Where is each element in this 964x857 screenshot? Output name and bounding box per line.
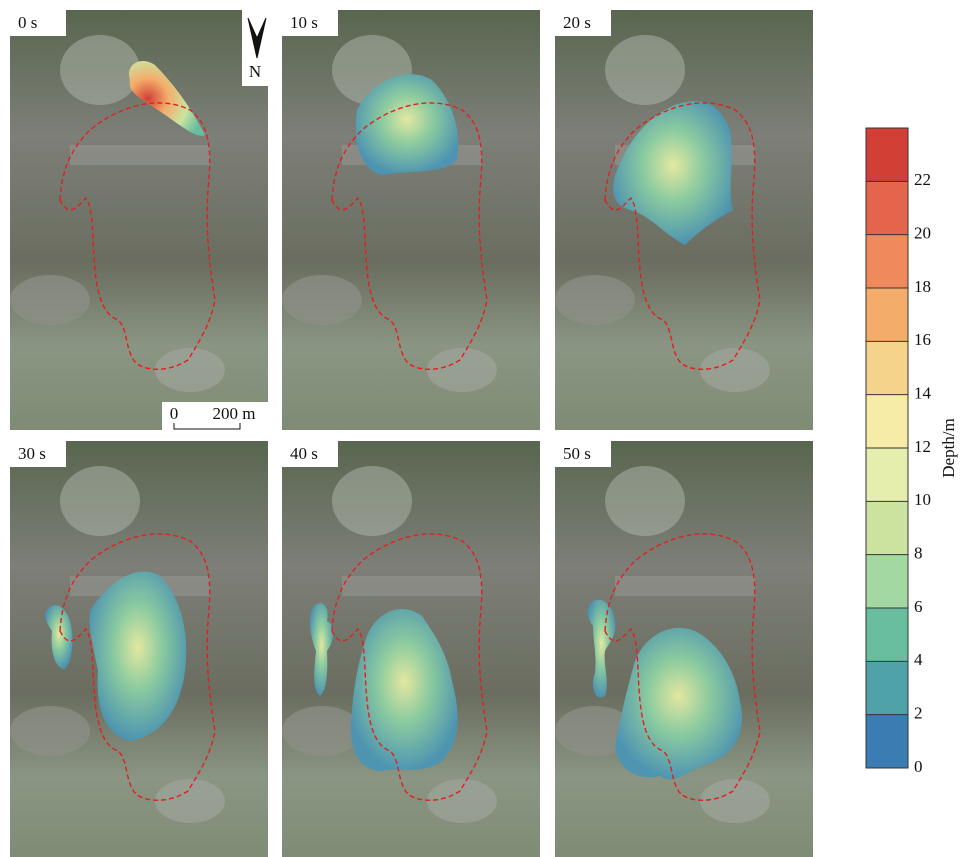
panel-label: 50 s bbox=[563, 444, 591, 463]
colorbar-segment bbox=[866, 235, 908, 288]
colorbar-tick-label: 18 bbox=[914, 277, 931, 296]
panel-label: 0 s bbox=[18, 13, 37, 32]
bright-strip bbox=[615, 576, 755, 596]
bright-strip bbox=[342, 576, 482, 596]
colorbar-segment bbox=[866, 555, 908, 608]
cloud bbox=[605, 466, 685, 536]
village bbox=[155, 779, 225, 823]
cloud bbox=[60, 466, 140, 536]
cloud bbox=[605, 35, 685, 105]
colorbar-tick-label: 2 bbox=[914, 704, 923, 723]
village bbox=[10, 706, 90, 756]
scale-start: 0 bbox=[170, 404, 179, 423]
map-panel: 20 s bbox=[555, 10, 813, 430]
colorbar-tick-label: 12 bbox=[914, 437, 931, 456]
colorbar-segment bbox=[866, 608, 908, 661]
village bbox=[427, 348, 497, 392]
colorbar-tick-label: 22 bbox=[914, 170, 931, 189]
scale-end: 200 m bbox=[213, 404, 256, 423]
colorbar-segment bbox=[866, 448, 908, 501]
cloud bbox=[332, 466, 412, 536]
colorbar-tick-label: 8 bbox=[914, 544, 923, 563]
colorbar-segment bbox=[866, 128, 908, 181]
village bbox=[282, 706, 362, 756]
village bbox=[427, 779, 497, 823]
map-panel: 10 s bbox=[282, 10, 540, 430]
colorbar-tick-label: 14 bbox=[914, 384, 932, 403]
colorbar-label: Depth/m bbox=[939, 418, 958, 478]
colorbar-tick-label: 20 bbox=[914, 224, 931, 243]
village bbox=[555, 275, 635, 325]
bright-strip bbox=[70, 145, 210, 165]
cloud bbox=[60, 35, 140, 105]
colorbar-segment bbox=[866, 501, 908, 554]
colorbar-segment bbox=[866, 715, 908, 768]
colorbar-tick-label: 10 bbox=[914, 490, 931, 509]
map-panel: 40 s bbox=[282, 441, 540, 857]
map-panel: 50 s bbox=[555, 441, 813, 857]
colorbar-tick-label: 16 bbox=[914, 330, 931, 349]
map-panel: 30 s bbox=[10, 441, 268, 857]
page: 0 s N 0 200 m 10 s 20 s 30 s 40 s 50 s 0 2 4 6 8 10 12 1… bbox=[0, 0, 964, 857]
colorbar-segment bbox=[866, 395, 908, 448]
figure: 0 s N 0 200 m 10 s 20 s 30 s 40 s 50 s 0 2 4 6 8 10 12 1… bbox=[0, 0, 964, 857]
village bbox=[700, 779, 770, 823]
colorbar-segment bbox=[866, 288, 908, 341]
colorbar-tick-label: 0 bbox=[914, 757, 923, 776]
village bbox=[10, 275, 90, 325]
village bbox=[155, 348, 225, 392]
colorbar-segment bbox=[866, 181, 908, 234]
panel-label: 40 s bbox=[290, 444, 318, 463]
panel-label: 10 s bbox=[290, 13, 318, 32]
colorbar-segment bbox=[866, 661, 908, 714]
panel-label: 20 s bbox=[563, 13, 591, 32]
colorbar-segment bbox=[866, 341, 908, 394]
colorbar-tick-label: 6 bbox=[914, 597, 923, 616]
colorbar-tick-label: 4 bbox=[914, 650, 923, 669]
village bbox=[282, 275, 362, 325]
map-panel: 0 s N 0 200 m bbox=[10, 10, 268, 430]
north-label: N bbox=[249, 62, 261, 81]
panel-label: 30 s bbox=[18, 444, 46, 463]
village bbox=[700, 348, 770, 392]
